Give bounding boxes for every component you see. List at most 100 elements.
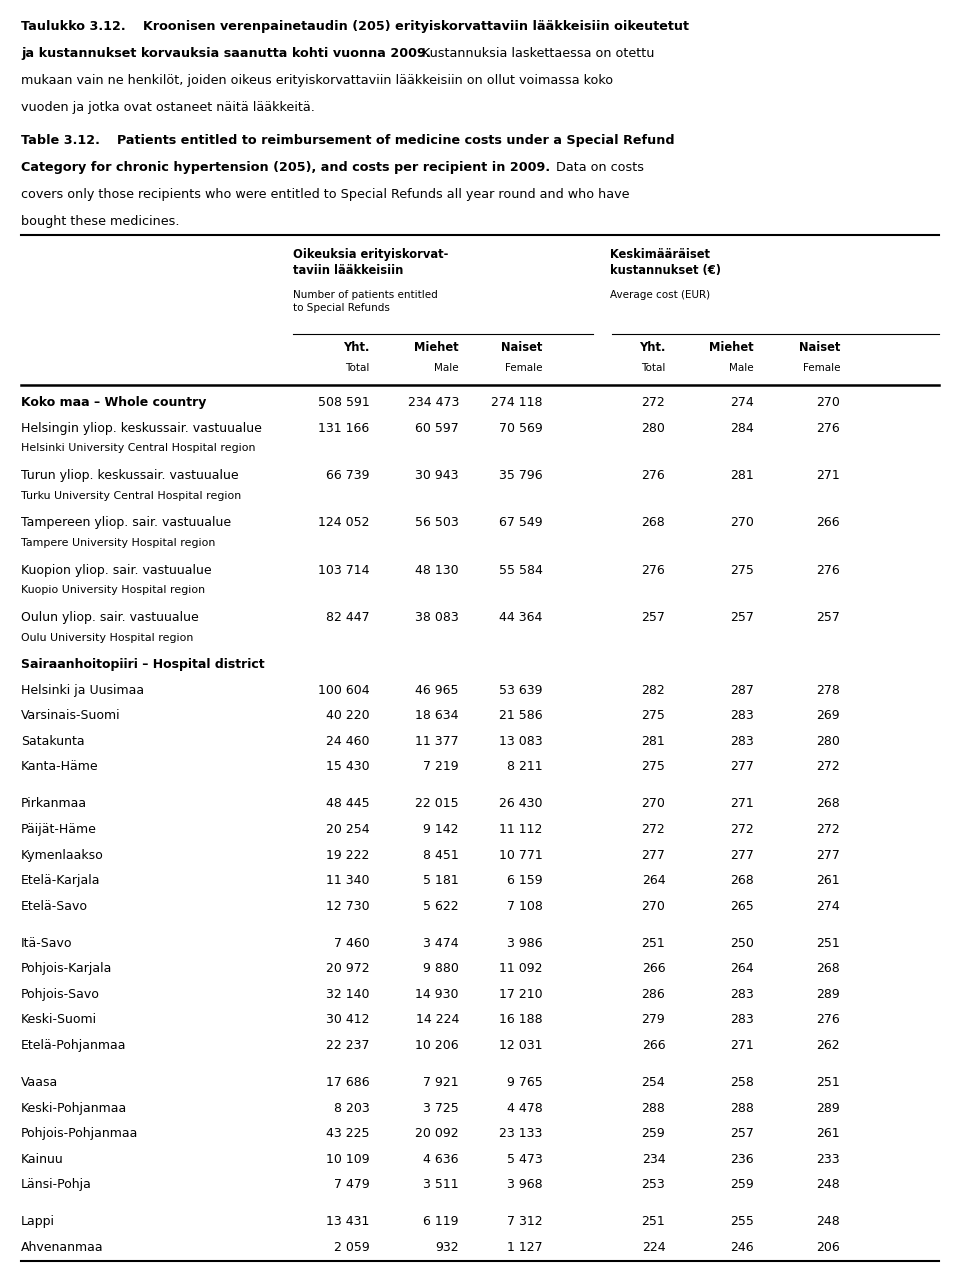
Text: 283: 283 <box>730 988 754 1001</box>
Text: 246: 246 <box>730 1241 754 1254</box>
Text: Female: Female <box>803 363 840 373</box>
Text: Pohjois-Pohjanmaa: Pohjois-Pohjanmaa <box>21 1127 138 1140</box>
Text: 271: 271 <box>730 1039 754 1052</box>
Text: 8 451: 8 451 <box>423 849 459 861</box>
Text: 5 473: 5 473 <box>507 1153 542 1166</box>
Text: 284: 284 <box>730 422 754 435</box>
Text: Päijät-Häme: Päijät-Häme <box>21 823 97 836</box>
Text: 276: 276 <box>816 564 840 576</box>
Text: Koko maa – Whole country: Koko maa – Whole country <box>21 396 206 409</box>
Text: 272: 272 <box>816 823 840 836</box>
Text: 32 140: 32 140 <box>326 988 370 1001</box>
Text: 206: 206 <box>816 1241 840 1254</box>
Text: 277: 277 <box>641 849 665 861</box>
Text: Helsinki University Central Hospital region: Helsinki University Central Hospital reg… <box>21 443 255 454</box>
Text: 272: 272 <box>641 823 665 836</box>
Text: 30 943: 30 943 <box>416 469 459 482</box>
Text: 1 127: 1 127 <box>507 1241 542 1254</box>
Text: 9 142: 9 142 <box>423 823 459 836</box>
Text: Kuopio University Hospital region: Kuopio University Hospital region <box>21 585 205 596</box>
Text: 10 206: 10 206 <box>416 1039 459 1052</box>
Text: 282: 282 <box>641 684 665 697</box>
Text: 11 092: 11 092 <box>499 962 542 975</box>
Text: Kustannuksia laskettaessa on otettu: Kustannuksia laskettaessa on otettu <box>418 47 654 60</box>
Text: Kainuu: Kainuu <box>21 1153 64 1166</box>
Text: 289: 289 <box>816 1102 840 1114</box>
Text: 508 591: 508 591 <box>318 396 370 409</box>
Text: 279: 279 <box>641 1013 665 1026</box>
Text: 17 686: 17 686 <box>326 1076 370 1089</box>
Text: 270: 270 <box>641 900 665 912</box>
Text: 38 083: 38 083 <box>415 611 459 624</box>
Text: 268: 268 <box>816 797 840 810</box>
Text: 254: 254 <box>641 1076 665 1089</box>
Text: 280: 280 <box>641 422 665 435</box>
Text: Table 3.12.: Table 3.12. <box>21 134 100 147</box>
Text: 124 052: 124 052 <box>318 516 370 529</box>
Text: 276: 276 <box>641 564 665 576</box>
Text: 20 254: 20 254 <box>326 823 370 836</box>
Text: 17 210: 17 210 <box>499 988 542 1001</box>
Text: 7 479: 7 479 <box>334 1178 370 1191</box>
Text: 6 159: 6 159 <box>507 874 542 887</box>
Text: 248: 248 <box>816 1215 840 1228</box>
Text: 253: 253 <box>641 1178 665 1191</box>
Text: 11 112: 11 112 <box>499 823 542 836</box>
Text: Vaasa: Vaasa <box>21 1076 59 1089</box>
Text: Naiset: Naiset <box>501 341 542 354</box>
Text: 289: 289 <box>816 988 840 1001</box>
Text: Etelä-Pohjanmaa: Etelä-Pohjanmaa <box>21 1039 127 1052</box>
Text: 22 237: 22 237 <box>326 1039 370 1052</box>
Text: 9 880: 9 880 <box>423 962 459 975</box>
Text: 264: 264 <box>730 962 754 975</box>
Text: 103 714: 103 714 <box>318 564 370 576</box>
Text: 248: 248 <box>816 1178 840 1191</box>
Text: 2 059: 2 059 <box>334 1241 370 1254</box>
Text: 264: 264 <box>641 874 665 887</box>
Text: 265: 265 <box>730 900 754 912</box>
Text: 271: 271 <box>816 469 840 482</box>
Text: 12 730: 12 730 <box>326 900 370 912</box>
Text: 10 109: 10 109 <box>326 1153 370 1166</box>
Text: Keski-Pohjanmaa: Keski-Pohjanmaa <box>21 1102 128 1114</box>
Text: 46 965: 46 965 <box>416 684 459 697</box>
Text: 272: 272 <box>816 760 840 773</box>
Text: 4 478: 4 478 <box>507 1102 542 1114</box>
Text: 274: 274 <box>730 396 754 409</box>
Text: 932: 932 <box>435 1241 459 1254</box>
Text: 275: 275 <box>641 760 665 773</box>
Text: 257: 257 <box>641 611 665 624</box>
Text: 274 118: 274 118 <box>491 396 542 409</box>
Text: 35 796: 35 796 <box>499 469 542 482</box>
Text: covers only those recipients who were entitled to Special Refunds all year round: covers only those recipients who were en… <box>21 188 630 201</box>
Text: vuoden ja jotka ovat ostaneet näitä lääkkeitä.: vuoden ja jotka ovat ostaneet näitä lääk… <box>21 101 315 114</box>
Text: 4 636: 4 636 <box>423 1153 459 1166</box>
Text: 259: 259 <box>641 1127 665 1140</box>
Text: 251: 251 <box>816 1076 840 1089</box>
Text: 30 412: 30 412 <box>326 1013 370 1026</box>
Text: 276: 276 <box>641 469 665 482</box>
Text: 288: 288 <box>730 1102 754 1114</box>
Text: 5 622: 5 622 <box>423 900 459 912</box>
Text: 251: 251 <box>641 937 665 950</box>
Text: 26 430: 26 430 <box>499 797 542 810</box>
Text: Sairaanhoitopiiri – Hospital district: Sairaanhoitopiiri – Hospital district <box>21 658 265 671</box>
Text: 276: 276 <box>816 1013 840 1026</box>
Text: 56 503: 56 503 <box>415 516 459 529</box>
Text: 14 930: 14 930 <box>416 988 459 1001</box>
Text: 234 473: 234 473 <box>407 396 459 409</box>
Text: ja kustannukset korvauksia saanutta kohti vuonna 2009.: ja kustannukset korvauksia saanutta koht… <box>21 47 431 60</box>
Text: 3 986: 3 986 <box>507 937 542 950</box>
Text: 286: 286 <box>641 988 665 1001</box>
Text: 275: 275 <box>730 564 754 576</box>
Text: 7 312: 7 312 <box>507 1215 542 1228</box>
Text: 272: 272 <box>730 823 754 836</box>
Text: 55 584: 55 584 <box>498 564 542 576</box>
Text: 255: 255 <box>730 1215 754 1228</box>
Text: Patients entitled to reimbursement of medicine costs under a Special Refund: Patients entitled to reimbursement of me… <box>108 134 674 147</box>
Text: 10 771: 10 771 <box>498 849 542 861</box>
Text: Naiset: Naiset <box>799 341 840 354</box>
Text: 24 460: 24 460 <box>326 735 370 748</box>
Text: 283: 283 <box>730 1013 754 1026</box>
Text: 67 549: 67 549 <box>499 516 542 529</box>
